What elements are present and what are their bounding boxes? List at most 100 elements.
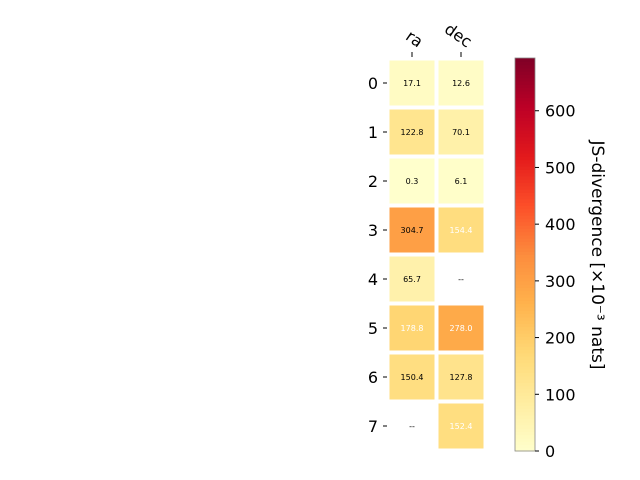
colorbar-segment <box>515 94 535 98</box>
colorbar-tick-label-600: 600 <box>545 102 576 121</box>
colorbar-segment <box>515 139 535 144</box>
cell-3-dec <box>438 207 484 253</box>
colorbar-segment <box>515 120 535 125</box>
cell-1-ra <box>389 109 435 155</box>
colorbar-segment <box>515 159 535 164</box>
colorbar-segment <box>515 77 535 82</box>
cell-6-ra <box>389 354 435 400</box>
colorbar-segment <box>515 189 535 193</box>
colorbar-segment <box>515 156 535 161</box>
cell-label-0-ra: 17.1 <box>403 79 421 88</box>
col-label-dec: dec <box>441 19 475 51</box>
colorbar-segment <box>515 192 535 197</box>
colorbar-segment <box>515 414 535 419</box>
row-label-7: 7 <box>368 417 378 436</box>
cell-7-dec <box>438 403 484 449</box>
cell-label-6-dec: 127.8 <box>450 373 473 382</box>
cell-label-3-dec: 154.4 <box>450 226 473 235</box>
colorbar-tick-label-0: 0 <box>545 442 555 461</box>
cell-label-4-ra: 65.7 <box>403 275 421 284</box>
colorbar-tick-label-200: 200 <box>545 329 576 348</box>
colorbar-segment <box>515 175 535 180</box>
cell-2-ra <box>389 158 435 204</box>
colorbar-segment <box>515 116 535 121</box>
colorbar-segment <box>515 211 535 216</box>
colorbar-segment <box>515 411 535 416</box>
colorbar-segment <box>515 185 535 190</box>
colorbar-tick-label-300: 300 <box>545 272 576 291</box>
colorbar-segment <box>515 277 535 282</box>
colorbar-segment <box>515 100 535 105</box>
colorbar-segment <box>515 372 535 377</box>
cell-label-4-dec: -- <box>458 275 464 284</box>
colorbar-segment <box>515 323 535 328</box>
colorbar-segment <box>515 58 535 62</box>
cell-label-7-ra: -- <box>409 422 415 431</box>
colorbar-tick-label-400: 400 <box>545 215 576 234</box>
row-label-4: 4 <box>368 270 378 289</box>
colorbar-segment <box>515 326 535 331</box>
colorbar-segment <box>515 362 535 367</box>
cell-5-dec <box>438 305 484 351</box>
colorbar-segment <box>515 143 535 148</box>
colorbar-segment <box>515 336 535 341</box>
colorbar-segment <box>515 67 535 72</box>
colorbar-segment <box>515 87 535 92</box>
colorbar-segment <box>515 369 535 373</box>
colorbar-segment <box>515 247 535 252</box>
colorbar-segment <box>515 359 535 364</box>
cell-5-ra <box>389 305 435 351</box>
colorbar-segment <box>515 431 535 436</box>
colorbar-segment <box>515 356 535 360</box>
colorbar-segment <box>515 392 535 396</box>
cell-0-ra <box>389 60 435 106</box>
colorbar-segment <box>515 306 535 311</box>
cell-4-ra <box>389 256 435 302</box>
colorbar-tick-label-500: 500 <box>545 158 576 177</box>
heatmap-cells: 17.1 12.6 122.8 70.1 0.3 6.1 304.7 154.4 65.7 -- 1… <box>389 60 484 449</box>
row-label-1: 1 <box>368 123 378 142</box>
colorbar-label: JS-divergence [×10⁻³ nats] <box>587 140 607 370</box>
row-label-5: 5 <box>368 319 378 338</box>
colorbar-segment <box>515 418 535 423</box>
cell-2-dec <box>438 158 484 204</box>
colorbar-segment <box>515 447 535 452</box>
colorbar-frame <box>514 57 536 452</box>
colorbar-segment <box>515 198 535 203</box>
colorbar-segment <box>515 182 535 187</box>
cell-label-3-ra: 304.7 <box>401 226 424 235</box>
colorbar-segment <box>515 378 535 383</box>
colorbar-segment <box>515 244 535 249</box>
colorbar-segment <box>515 133 535 138</box>
colorbar-segment <box>515 254 535 259</box>
colorbar-segment <box>515 179 535 184</box>
colorbar-segment <box>515 293 535 298</box>
colorbar-segment <box>515 267 535 272</box>
colorbar-segment <box>515 218 535 223</box>
colorbar-segment <box>515 287 535 292</box>
colorbar-segment <box>515 428 535 432</box>
colorbar-segment <box>515 333 535 337</box>
colorbar-segment <box>515 283 535 288</box>
cell-label-2-dec: 6.1 <box>455 177 468 186</box>
row-label-3: 3 <box>368 221 378 240</box>
colorbar-segment <box>515 202 535 206</box>
colorbar-segment <box>515 195 535 200</box>
colorbar-segment <box>515 300 535 305</box>
colorbar-segment <box>515 113 535 118</box>
colorbar-segment <box>515 280 535 285</box>
colorbar: 0 100 200 300 400 500 600 <box>514 57 576 461</box>
colorbar-segment <box>515 261 535 265</box>
colorbar-segment <box>515 342 535 347</box>
colorbar-segment <box>515 385 535 390</box>
colorbar-segment <box>515 234 535 239</box>
cell-0-dec <box>438 60 484 106</box>
colorbar-segment <box>515 349 535 354</box>
colorbar-segment <box>515 84 535 89</box>
colorbar-segment <box>515 149 535 154</box>
cell-1-dec <box>438 109 484 155</box>
colorbar-segment <box>515 166 535 170</box>
colorbar-segment <box>515 90 535 95</box>
colorbar-segment <box>515 401 535 406</box>
colorbar-segment <box>515 74 535 79</box>
